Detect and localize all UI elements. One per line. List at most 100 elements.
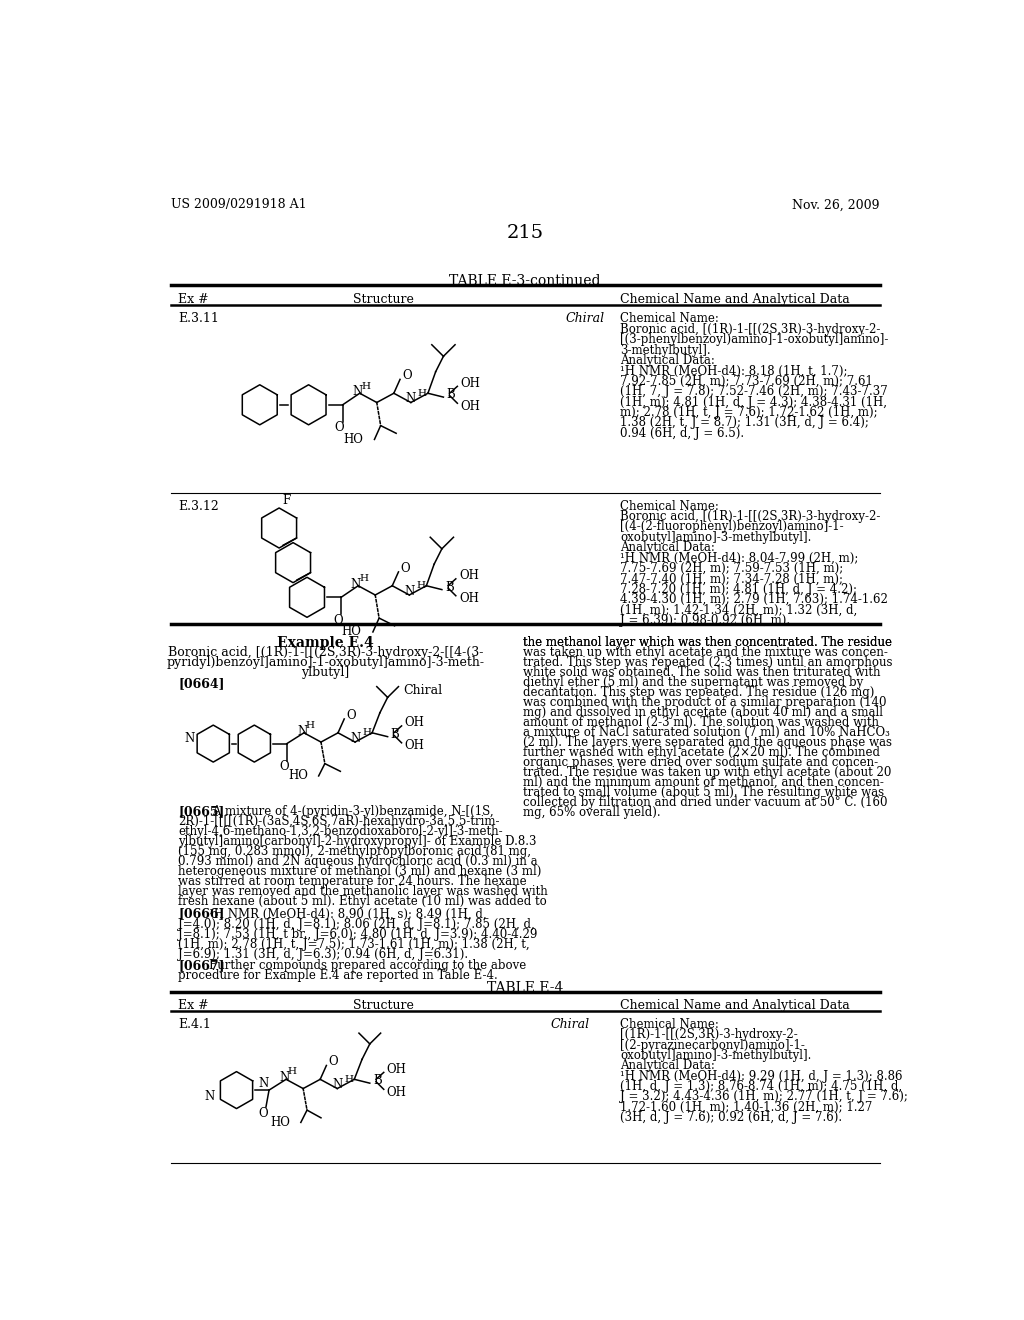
Text: F: F [283, 494, 291, 507]
Text: J = 6.39); 0.98-0.92 (6H, m).: J = 6.39); 0.98-0.92 (6H, m). [621, 614, 791, 627]
Text: OH: OH [461, 376, 480, 389]
Text: oxobutyl]amino]-3-methylbutyl].: oxobutyl]amino]-3-methylbutyl]. [621, 1049, 811, 1061]
Text: Further compounds prepared according to the above: Further compounds prepared according to … [209, 960, 526, 973]
Text: mg) and dissolved in ethyl acetate (about 40 ml) and a small: mg) and dissolved in ethyl acetate (abou… [523, 706, 884, 719]
Text: ylbutyl]: ylbutyl] [301, 665, 350, 678]
Text: (1H, d, J = 1.3); 8.76-8.74 (1H, m); 4.75 (1H, d,: (1H, d, J = 1.3); 8.76-8.74 (1H, m); 4.7… [621, 1080, 902, 1093]
Text: OH: OH [404, 739, 425, 752]
Text: OH: OH [459, 569, 479, 582]
Text: collected by filtration and dried under vacuum at 50° C. (160: collected by filtration and dried under … [523, 796, 888, 809]
Text: J=6.9); 1.31 (3H, d, J=6.3); 0.94 (6H, d, J=6.31).: J=6.9); 1.31 (3H, d, J=6.3); 0.94 (6H, d… [178, 948, 469, 961]
Text: E.3.11: E.3.11 [178, 313, 219, 326]
Text: O: O [333, 614, 343, 627]
Text: OH: OH [387, 1063, 407, 1076]
Text: Analytical Data:: Analytical Data: [621, 354, 715, 367]
Text: Structure: Structure [353, 293, 414, 306]
Text: layer was removed and the methanolic layer was washed with: layer was removed and the methanolic lay… [178, 886, 548, 899]
Text: [(2-pyrazinecarbonyl)amino]-1-: [(2-pyrazinecarbonyl)amino]-1- [621, 1039, 805, 1052]
Text: Chemical Name and Analytical Data: Chemical Name and Analytical Data [621, 999, 850, 1012]
Text: [0665]: [0665] [178, 805, 224, 818]
Text: H: H [359, 574, 369, 583]
Text: B: B [373, 1074, 382, 1088]
Text: N: N [205, 1090, 215, 1102]
Text: 7.75-7.69 (2H, m); 7.59-7.53 (1H, m);: 7.75-7.69 (2H, m); 7.59-7.53 (1H, m); [621, 562, 844, 576]
Text: the methanol layer which was then concentrated. The residue: the methanol layer which was then concen… [523, 636, 892, 649]
Text: decantation. This step was repeated. The residue (126 mg): decantation. This step was repeated. The… [523, 686, 874, 698]
Text: 215: 215 [506, 224, 544, 242]
Text: (2 ml). The layers were separated and the aqueous phase was: (2 ml). The layers were separated and th… [523, 737, 892, 748]
Text: ml) and the minimum amount of methanol, and then concen-: ml) and the minimum amount of methanol, … [523, 776, 884, 789]
Text: E.4.1: E.4.1 [178, 1018, 211, 1031]
Text: [0667]: [0667] [178, 960, 225, 973]
Text: the methanol layer which was then concentrated. The residue: the methanol layer which was then concen… [523, 636, 892, 649]
Text: mg, 65% overall yield).: mg, 65% overall yield). [523, 807, 660, 818]
Text: B: B [446, 388, 456, 401]
Text: amount of methanol (2-3 ml). The solution was washed with: amount of methanol (2-3 ml). The solutio… [523, 715, 880, 729]
Text: Chemical Name:: Chemical Name: [621, 1018, 719, 1031]
Text: Chiral: Chiral [550, 1018, 590, 1031]
Text: E.3.12: E.3.12 [178, 499, 219, 512]
Text: ¹H NMR (MeOH-d4): 9.29 (1H, d, J = 1.3); 8.86: ¹H NMR (MeOH-d4): 9.29 (1H, d, J = 1.3);… [621, 1069, 902, 1082]
Text: 0.793 mmol) and 2N aqueous hydrochloric acid (0.3 ml) in a: 0.793 mmol) and 2N aqueous hydrochloric … [178, 855, 538, 869]
Text: ethyl-4,6-methano-1,3,2-benzodioxaborol-2-yl]-3-meth-: ethyl-4,6-methano-1,3,2-benzodioxaborol-… [178, 825, 503, 838]
Text: N: N [185, 733, 196, 746]
Text: O: O [346, 709, 356, 722]
Text: OH: OH [387, 1086, 407, 1100]
Text: TABLE E-3-continued: TABLE E-3-continued [450, 275, 600, 288]
Text: 7.47-7.40 (1H, m); 7.34-7.28 (1H, m);: 7.47-7.40 (1H, m); 7.34-7.28 (1H, m); [621, 573, 843, 585]
Text: [(1R)-1-[[(2S,3R)-3-hydroxy-2-: [(1R)-1-[[(2S,3R)-3-hydroxy-2- [621, 1028, 798, 1041]
Text: H: H [362, 729, 371, 738]
Text: further washed with ethyl acetate (2×20 ml). The combined: further washed with ethyl acetate (2×20 … [523, 746, 881, 759]
Text: (1H, 7, J = 7.8); 7.52-7.46 (2H, m); 7.43-7.37: (1H, 7, J = 7.8); 7.52-7.46 (2H, m); 7.4… [621, 385, 888, 399]
Text: ¹H NMR (MeOH-d4): 8.90 (1H, s); 8.49 (1H, d,: ¹H NMR (MeOH-d4): 8.90 (1H, s); 8.49 (1H… [209, 908, 487, 920]
Text: pyridyl)benzoyl]amino]-1-oxobutyl]amino]-3-meth-: pyridyl)benzoyl]amino]-1-oxobutyl]amino]… [167, 656, 484, 669]
Text: H: H [361, 381, 371, 391]
Text: 3-methylbutyl].: 3-methylbutyl]. [621, 343, 711, 356]
Text: H: H [417, 581, 425, 590]
Text: O: O [402, 370, 412, 381]
Text: O: O [400, 561, 411, 574]
Text: OH: OH [461, 400, 480, 413]
Text: Chiral: Chiral [403, 684, 442, 697]
Text: TABLE E-4: TABLE E-4 [486, 981, 563, 995]
Text: N: N [406, 392, 416, 405]
Text: O: O [335, 421, 344, 434]
Text: 7.28-7.20 (1H, m); 4.81 (1H, d, J = 4.2);: 7.28-7.20 (1H, m); 4.81 (1H, d, J = 4.2)… [621, 582, 857, 595]
Text: OH: OH [404, 717, 425, 730]
Text: a mixture of NaCl saturated solution (7 ml) and 10% NaHCO₃: a mixture of NaCl saturated solution (7 … [523, 726, 890, 739]
Text: was combined with the product of a similar preparation (140: was combined with the product of a simil… [523, 696, 887, 709]
Text: Chemical Name:: Chemical Name: [621, 313, 719, 326]
Text: Example E.4: Example E.4 [278, 636, 374, 649]
Text: Ex #: Ex # [178, 999, 209, 1012]
Text: H: H [344, 1074, 353, 1084]
Text: J=8.1); 7.53 (1H, t br., J=6.0); 4.80 (1H, d, J=3.9); 4.40-4.29: J=8.1); 7.53 (1H, t br., J=6.0); 4.80 (1… [178, 928, 538, 941]
Text: H: H [305, 721, 314, 730]
Text: N: N [404, 585, 415, 598]
Text: Analytical Data:: Analytical Data: [621, 1059, 715, 1072]
Text: 7.92-7.85 (2H, m); 7.73-7.69 (2H, m); 7.61: 7.92-7.85 (2H, m); 7.73-7.69 (2H, m); 7.… [621, 375, 873, 388]
Text: organic phases were dried over sodium sulfate and concen-: organic phases were dried over sodium su… [523, 756, 879, 770]
Text: [0666]: [0666] [178, 908, 224, 920]
Text: trated. The residue was taken up with ethyl acetate (about 20: trated. The residue was taken up with et… [523, 766, 892, 779]
Text: Chemical Name and Analytical Data: Chemical Name and Analytical Data [621, 293, 850, 306]
Text: diethyl ether (5 ml) and the supernatant was removed by: diethyl ether (5 ml) and the supernatant… [523, 676, 863, 689]
Text: H: H [418, 389, 427, 397]
Text: [(4-(2-fluorophenyl)benzoyl)amino]-1-: [(4-(2-fluorophenyl)benzoyl)amino]-1- [621, 520, 844, 533]
Text: ylbutyl]amino[carbonyl]-2-hydroxypropyl]- of Example D.8.3: ylbutyl]amino[carbonyl]-2-hydroxypropyl]… [178, 836, 537, 849]
Text: OH: OH [459, 593, 479, 606]
Text: Boronic acid, [(1R)-1-[[(2S,3R)-3-hydroxy-2-[[4-(3-: Boronic acid, [(1R)-1-[[(2S,3R)-3-hydrox… [168, 645, 483, 659]
Text: Boronic acid, [(1R)-1-[[(2S,3R)-3-hydroxy-2-: Boronic acid, [(1R)-1-[[(2S,3R)-3-hydrox… [621, 323, 881, 335]
Text: 4.39-4.30 (1H, m); 2.79 (1H, 7.63); 1.74-1.62: 4.39-4.30 (1H, m); 2.79 (1H, 7.63); 1.74… [621, 593, 888, 606]
Text: Nov. 26, 2009: Nov. 26, 2009 [793, 198, 880, 211]
Text: procedure for Example E.4 are reported in Table E-4.: procedure for Example E.4 are reported i… [178, 969, 498, 982]
Text: Chemical Name:: Chemical Name: [621, 499, 719, 512]
Text: 0.94 (6H, d, J = 6.5).: 0.94 (6H, d, J = 6.5). [621, 426, 744, 440]
Text: ¹H NMR (MeOH-d4): 8.04-7.99 (2H, m);: ¹H NMR (MeOH-d4): 8.04-7.99 (2H, m); [621, 552, 858, 565]
Text: white solid was obtained. The solid was then triturated with: white solid was obtained. The solid was … [523, 665, 881, 678]
Text: oxobutyl]amino]-3-methylbutyl].: oxobutyl]amino]-3-methylbutyl]. [621, 531, 811, 544]
Text: Analytical Data:: Analytical Data: [621, 541, 715, 554]
Text: O: O [258, 1106, 267, 1119]
Text: O: O [279, 760, 289, 774]
Text: (1H, m); 1.42-1.34 (2H, m); 1.32 (3H, d,: (1H, m); 1.42-1.34 (2H, m); 1.32 (3H, d, [621, 603, 857, 616]
Text: (155 mg, 0.283 mmol), 2-methylpropylboronic acid (81 mg,: (155 mg, 0.283 mmol), 2-methylpropylboro… [178, 845, 531, 858]
